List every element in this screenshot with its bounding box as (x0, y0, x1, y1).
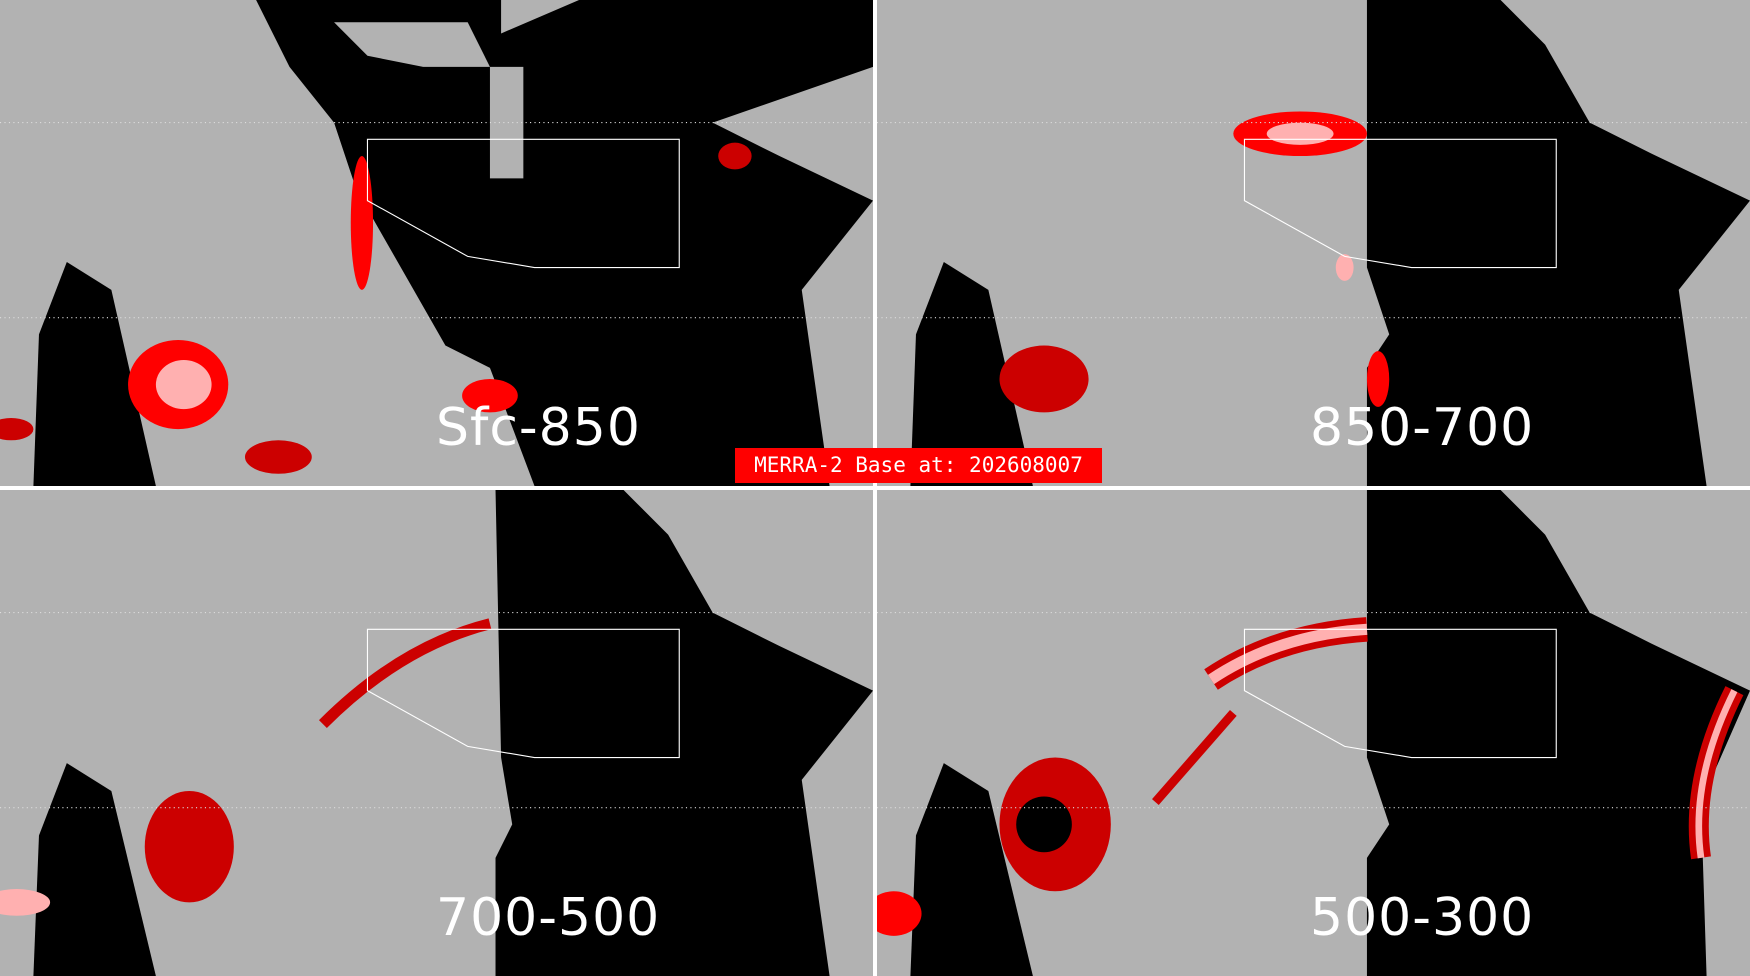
map-panel-850-700: 850-700 (877, 0, 1750, 486)
map-panel-500-300: 500-300 (877, 490, 1750, 976)
map-850-700 (877, 0, 1750, 486)
layer-label: 850-700 (1310, 398, 1535, 458)
layer-label: 700-500 (436, 888, 661, 948)
map-panel-sfc-850: Sfc-850 (0, 0, 873, 486)
map-sfc-850 (0, 0, 873, 486)
map-panel-700-500: 700-500 (0, 490, 873, 976)
base-date-label: MERRA-2 Base at: 202608007 (735, 448, 1102, 483)
map-500-300 (877, 490, 1750, 976)
map-700-500 (0, 490, 873, 976)
layer-label: 500-300 (1310, 888, 1535, 948)
layer-label: Sfc-850 (436, 398, 641, 458)
